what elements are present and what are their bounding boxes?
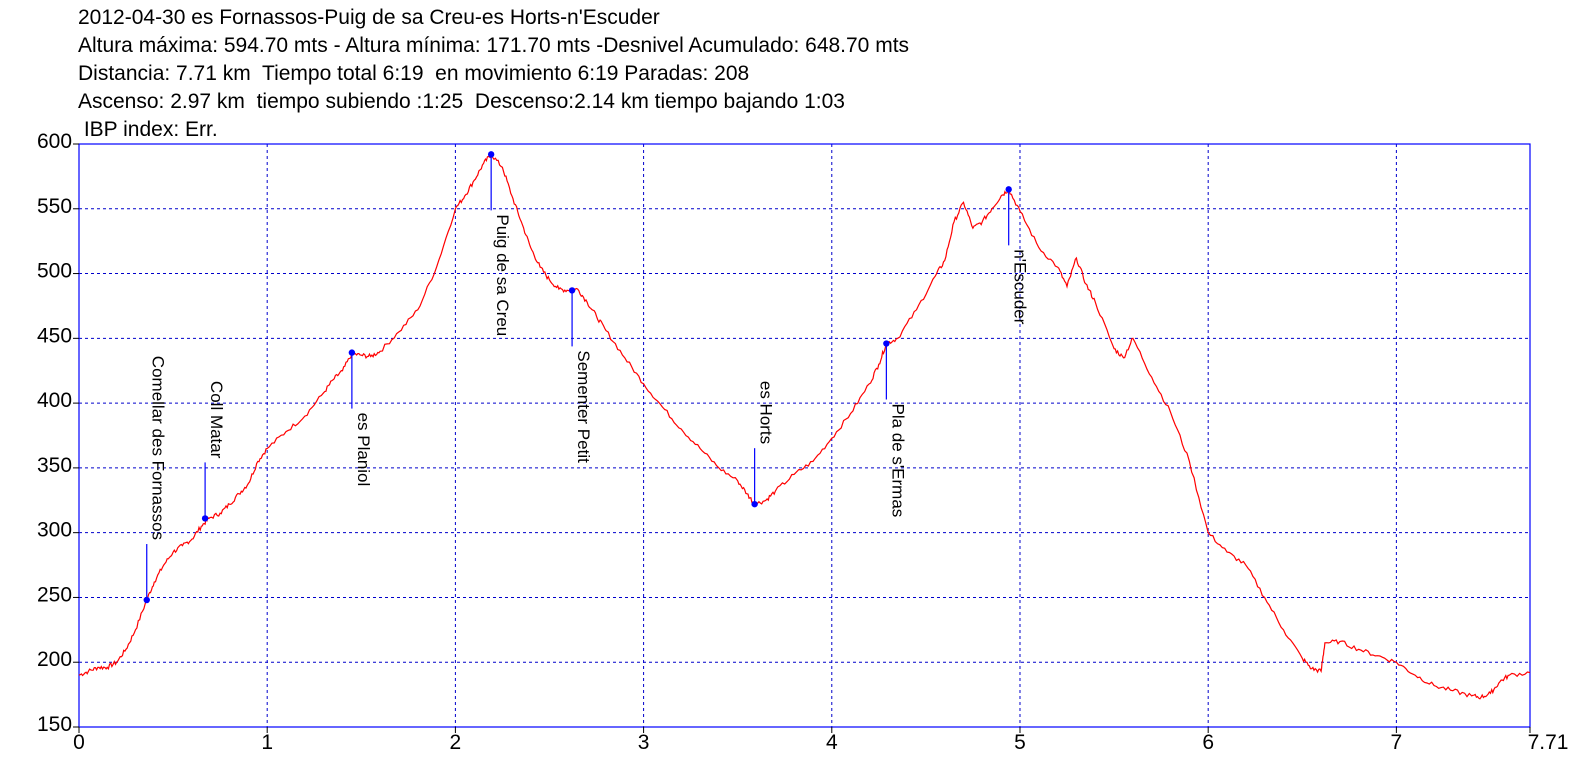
elevation-profile-line xyxy=(78,152,1531,700)
waypoint-label: Sementer Petit xyxy=(574,350,593,463)
y-tick-label: 150 xyxy=(37,713,72,736)
waypoint-label: es Horts xyxy=(757,381,776,444)
x-tick-label: 1 xyxy=(261,731,273,754)
x-tick-label: 7.71 xyxy=(1528,731,1569,754)
plot-frame xyxy=(78,143,1531,728)
grid-lines xyxy=(79,144,1530,727)
ibp-index: IBP index: Err. xyxy=(78,118,218,141)
waypoint-dot xyxy=(883,340,890,347)
waypoint: Comellar des Fornassos xyxy=(143,356,168,604)
x-tick-label: 2 xyxy=(450,731,462,754)
waypoint-dot xyxy=(487,151,495,158)
altitude-stats: Altura máxima: 594.70 mts - Altura mínim… xyxy=(78,34,910,57)
y-tick-label: 400 xyxy=(37,389,72,412)
waypoint-dot xyxy=(348,349,356,356)
y-tick-label: 200 xyxy=(37,648,72,671)
waypoint: Coll Matar xyxy=(201,381,226,522)
waypoint-label: Coll Matar xyxy=(207,381,226,459)
waypoint-dot xyxy=(143,596,150,604)
x-tick-label: 5 xyxy=(1014,731,1026,754)
waypoint-dot xyxy=(568,287,576,294)
waypoint-dot xyxy=(201,515,209,522)
x-tick-label: 3 xyxy=(638,731,650,754)
waypoint: es Planiol xyxy=(348,349,373,487)
distance-time-stats: Distancia: 7.71 km Tiempo total 6:19 en … xyxy=(78,62,750,85)
y-tick-label: 450 xyxy=(37,324,72,347)
waypoint: Sementer Petit xyxy=(568,287,593,463)
waypoint-label: Pla de s'Ermas xyxy=(888,404,907,518)
x-tick-label: 4 xyxy=(826,731,838,754)
chart-header: 2012-04-30 es Fornassos-Puig de sa Creu-… xyxy=(78,4,909,144)
waypoint: es Horts xyxy=(751,381,776,508)
waypoint-markers: Comellar des Fornassos Coll Matar es Plani… xyxy=(143,151,1030,604)
track-title: 2012-04-30 es Fornassos-Puig de sa Creu-… xyxy=(78,6,660,29)
x-tick-label: 7 xyxy=(1391,731,1403,754)
y-tick-label: 600 xyxy=(37,130,72,153)
waypoint-dot xyxy=(751,500,758,508)
waypoint-label: es Planiol xyxy=(354,413,373,487)
waypoint-label: Comellar des Fornassos xyxy=(149,356,168,540)
y-tick-label: 500 xyxy=(37,260,72,283)
y-tick-label: 350 xyxy=(37,454,72,477)
waypoint: n'Escuder xyxy=(1005,186,1030,325)
x-tick-label: 0 xyxy=(73,731,85,754)
x-axis-ticks: 0 1 2 3 4 5 6 7 7.71 xyxy=(73,727,1568,754)
waypoint: Pla de s'Ermas xyxy=(883,340,907,517)
y-tick-label: 550 xyxy=(37,195,72,218)
x-tick-label: 6 xyxy=(1202,731,1214,754)
waypoint-label: n'Escuder xyxy=(1011,249,1030,324)
waypoint: Puig de sa Creu xyxy=(487,151,512,336)
waypoint-label: Puig de sa Creu xyxy=(493,214,512,336)
y-tick-label: 300 xyxy=(37,519,72,542)
y-tick-label: 250 xyxy=(37,583,72,606)
ascent-descent-stats: Ascenso: 2.97 km tiempo subiendo :1:25 D… xyxy=(78,90,845,113)
waypoint-dot xyxy=(1005,186,1012,193)
y-axis-ticks: 150 200 250 300 350 400 450 500 550 600 xyxy=(37,130,79,736)
